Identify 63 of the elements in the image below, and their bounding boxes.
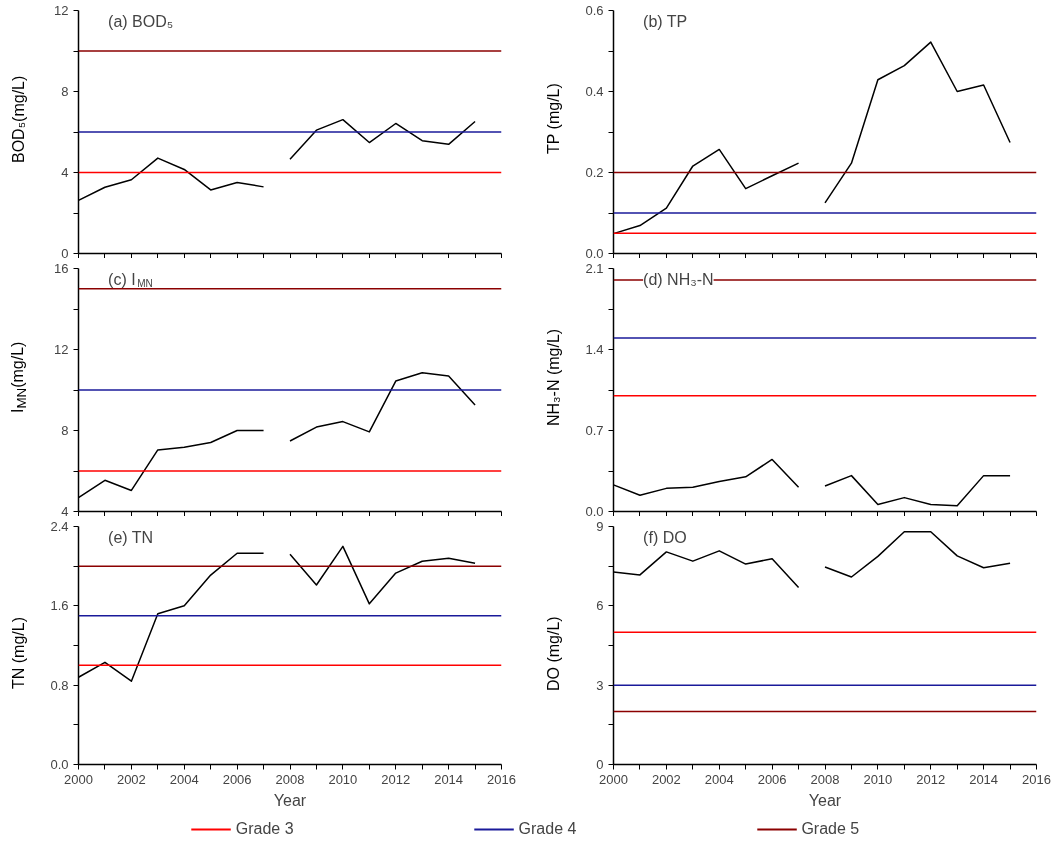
x-tick-label: 2014 — [434, 771, 464, 787]
y-tick-label: 2.1 — [585, 261, 604, 276]
y-tick-label: 0.4 — [585, 84, 604, 99]
y-axis-title: TP (mg/L) — [544, 83, 562, 155]
y-axis-title: TN (mg/L) — [9, 617, 27, 690]
x-tick-label: 2012 — [381, 771, 411, 787]
y-tick-label: 12 — [54, 3, 69, 18]
x-tick-label: 2016 — [487, 771, 516, 787]
x-tick-label: 2004 — [704, 771, 734, 787]
y-tick-label: 0.0 — [585, 504, 604, 519]
y-tick-label: 0.7 — [585, 423, 604, 438]
x-tick-label: 2008 — [275, 771, 305, 787]
line-series — [289, 545, 476, 605]
legend-label: Grade 4 — [518, 820, 577, 838]
y-tick-label: 0.0 — [585, 246, 604, 261]
y-axis-title: BOD₅(mg/L) — [9, 75, 27, 163]
chart-title: (d) NH₃-N — [643, 270, 714, 288]
x-axis-title: Year — [808, 791, 842, 809]
y-tick-label: 0 — [596, 757, 604, 772]
x-tick-label: 2000 — [64, 771, 93, 787]
x-tick-label: 2004 — [169, 771, 199, 787]
y-tick-label: 3 — [596, 677, 604, 693]
y-axis-title: DO (mg/L) — [544, 616, 562, 691]
x-tick-label: 2002 — [116, 771, 146, 787]
y-tick-label: 0.2 — [585, 165, 604, 180]
line-series — [289, 118, 476, 161]
y-tick-label: 1.6 — [50, 598, 69, 614]
y-tick-label: 1.4 — [585, 342, 604, 357]
x-tick-label: 2010 — [328, 771, 358, 787]
x-tick-label: 2010 — [863, 771, 893, 787]
y-tick-label: 0 — [61, 246, 69, 261]
y-tick-label: 12 — [54, 342, 69, 357]
x-tick-label: 2002 — [651, 771, 681, 787]
y-tick-label: 2.4 — [50, 519, 69, 534]
x-tick-label: 2012 — [916, 771, 946, 787]
x-axis-title: Year — [273, 791, 307, 809]
chart-title: (f) DO — [643, 528, 687, 546]
y-tick-label: 4 — [61, 165, 69, 180]
x-tick-label: 2014 — [969, 771, 999, 787]
chart-title: (a) BOD₅ — [108, 12, 174, 30]
line-series — [824, 474, 1011, 507]
x-tick-label: 2006 — [222, 771, 252, 787]
x-tick-label: 2008 — [810, 771, 840, 787]
y-tick-label: 0.0 — [50, 757, 69, 772]
line-series — [824, 531, 1011, 578]
y-tick-label: 8 — [61, 84, 69, 99]
y-tick-label: 9 — [596, 519, 604, 534]
y-tick-label: 4 — [61, 504, 69, 519]
y-tick-label: 16 — [54, 261, 69, 276]
y-tick-label: 0.6 — [585, 3, 604, 18]
line-series — [289, 372, 476, 442]
chart-title: (e) TN — [108, 528, 154, 546]
x-tick-label: 2006 — [757, 771, 787, 787]
legend-label: Grade 5 — [801, 820, 860, 838]
chart-title: (b) TP — [643, 12, 688, 30]
y-axis-title: NH₃-N (mg/L) — [544, 328, 562, 426]
line-series — [824, 41, 1011, 204]
x-tick-label: 2000 — [599, 771, 628, 787]
y-tick-label: 8 — [61, 423, 69, 438]
y-tick-label: 6 — [596, 598, 604, 614]
legend-label: Grade 3 — [235, 820, 294, 838]
y-tick-label: 0.8 — [50, 677, 69, 693]
x-tick-label: 2016 — [1022, 771, 1051, 787]
